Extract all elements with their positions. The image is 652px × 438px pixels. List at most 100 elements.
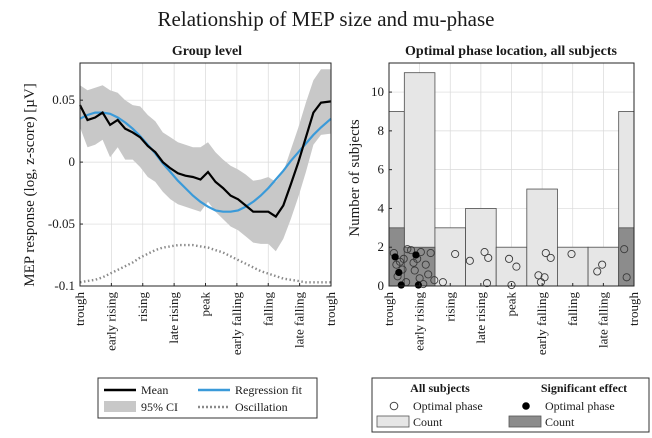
legend-all-phase-label: Optimal phase	[413, 399, 483, 413]
point-all-subjects	[424, 270, 433, 279]
point-all-subjects	[504, 254, 514, 263]
point-all-subjects	[403, 245, 412, 254]
legend-sig-phase-label: Optimal phase	[545, 399, 615, 413]
bar-all-subjects	[495, 246, 528, 287]
point-all-subjects	[451, 249, 460, 259]
group-level-y-label: MEP response (log, z-score) [µV]	[22, 83, 38, 286]
ci-band-area	[80, 69, 331, 252]
y-tick-label: 8	[378, 123, 385, 138]
y-tick-label: 4	[378, 200, 385, 215]
x-tick-label: early falling	[534, 292, 549, 356]
y-tick-label: 0	[378, 278, 385, 293]
legend-significant-header: Significant effect	[541, 381, 627, 395]
legend-all-count-swatch	[376, 415, 410, 428]
y-tick-label: 2	[378, 239, 385, 254]
point-all-subjects	[484, 253, 493, 262]
group-level-title: Group level	[172, 44, 242, 59]
optimal-phase-bars	[388, 72, 635, 287]
optimal-phase-y-label: Number of subjects	[347, 119, 363, 237]
mean-line	[79, 100, 332, 219]
optimal-phase-points	[389, 245, 631, 290]
x-tick-label: late rising	[473, 292, 488, 344]
x-tick-label: late falling	[595, 292, 610, 348]
legend-all-phase-marker	[389, 401, 399, 411]
point-all-subjects	[541, 248, 550, 258]
optimal-phase-x-ticks: trough early rising rising late rising peak e…	[381, 283, 641, 355]
optimal-phase-legend: All subjects Significant effect Optimal …	[371, 377, 650, 433]
y-tick-label: -0.1	[54, 278, 75, 293]
point-significant	[412, 251, 420, 259]
figure-title: Relationship of MEP size and mu-phase	[158, 7, 495, 31]
x-tick-label: early rising	[412, 292, 427, 351]
x-tick-label: late falling	[292, 292, 307, 348]
point-all-subjects	[465, 256, 474, 265]
y-tick-label: 0.05	[52, 92, 75, 107]
legend-mean-label: Mean	[141, 383, 168, 397]
point-all-subjects	[410, 266, 419, 275]
y-tick-label: 0	[69, 154, 76, 169]
legend-sig-count-label: Count	[545, 415, 575, 429]
point-significant	[414, 281, 422, 289]
legend-all-subjects-header: All subjects	[410, 381, 470, 395]
point-all-subjects	[540, 273, 549, 282]
optimal-phase-chart: Optimal phase location, all subjects 0 2 4…	[347, 44, 641, 355]
point-significant	[391, 253, 399, 261]
legend-ci-label: 95% CI	[141, 400, 178, 414]
group-level-lines	[79, 100, 332, 284]
bar-all-subjects	[465, 208, 497, 287]
point-all-subjects	[399, 254, 408, 263]
x-tick-label: trough	[626, 292, 641, 326]
legend-oscillation-label: Oscillation	[235, 400, 288, 414]
x-tick-label: trough	[323, 292, 338, 326]
bar-all-subjects	[434, 227, 466, 287]
legend-sig-count-swatch	[508, 415, 542, 428]
optimal-phase-title: Optimal phase location, all subjects	[405, 44, 618, 59]
point-all-subjects	[406, 246, 416, 255]
oscillation-line	[79, 243, 331, 284]
bar-all-subjects	[526, 188, 558, 287]
point-all-subjects	[546, 253, 555, 262]
legend-sig-phase-marker	[522, 402, 530, 410]
group-level-x-ticks: trough early rising rising late rising peak e…	[72, 283, 338, 355]
bar-all-subjects	[587, 246, 620, 287]
y-tick-label: 10	[371, 84, 384, 99]
group-level-chart: Group level -0.1 -0.05 0 0.05 trough early r…	[22, 44, 338, 355]
point-all-subjects	[512, 262, 521, 271]
point-all-subjects	[598, 260, 607, 269]
y-tick-label: 6	[378, 162, 385, 177]
point-all-subjects	[593, 267, 602, 276]
legend-fit-label: Regression fit	[235, 383, 303, 397]
point-all-subjects	[482, 279, 492, 288]
x-tick-label: peak	[504, 292, 519, 317]
point-all-subjects	[426, 248, 435, 258]
point-all-subjects	[622, 273, 631, 282]
optimal-phase-y-ticks: 0 2 4 6 8 10	[371, 84, 392, 293]
point-all-subjects	[480, 248, 489, 257]
x-tick-label: rising	[135, 292, 150, 322]
x-tick-label: late rising	[166, 292, 181, 344]
x-tick-label: early rising	[103, 292, 118, 351]
ci-band	[80, 69, 331, 252]
group-level-legend: Mean Regression fit 95% CI Oscillation	[97, 377, 318, 419]
x-tick-label: trough	[72, 292, 87, 326]
point-all-subjects	[507, 280, 516, 290]
legend-ci-swatch	[104, 401, 136, 412]
x-tick-label: rising	[442, 292, 457, 322]
legend-all-count-label: Count	[413, 415, 443, 429]
x-tick-label: falling	[260, 292, 275, 326]
point-all-subjects	[421, 260, 430, 269]
y-tick-label: -0.05	[48, 216, 75, 231]
point-all-subjects	[620, 245, 629, 254]
point-all-subjects	[430, 276, 439, 285]
regression-fit-line	[79, 111, 332, 213]
bar-significant	[618, 227, 635, 287]
x-tick-label: early falling	[229, 292, 244, 356]
point-all-subjects	[567, 249, 576, 259]
x-tick-label: falling	[565, 292, 580, 326]
x-tick-label: peak	[198, 292, 213, 317]
bar-all-subjects	[557, 246, 589, 287]
point-significant	[397, 281, 405, 289]
x-tick-label: trough	[381, 292, 396, 326]
point-significant	[395, 268, 403, 277]
